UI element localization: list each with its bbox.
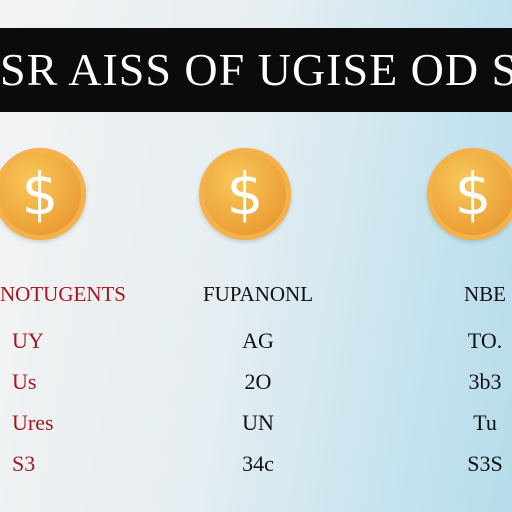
row-text: AG [242,328,274,353]
coin-icon: $ [427,148,512,240]
column: FUPANONL AG 2O UN 34c [173,280,343,484]
row-text: 34c [242,451,274,476]
row-text: S3 [12,451,36,476]
row-list: UY Us Ures S3 [0,320,170,484]
row-text: Tu [473,410,497,435]
column-heading: NBE [464,282,506,306]
column: NOTUGENTS UY Us Ures S3 [0,280,170,484]
column-heading: NOTUGENTS [0,282,126,306]
row-text: 2O [244,369,272,394]
row-list: AG 2O UN 34c [173,320,343,484]
row-text: 3b3 [468,369,502,394]
row-text: Us [12,369,37,394]
title-banner: SR AISS OF UGISE OD SUS [0,28,512,112]
coin-icon: $ [199,148,291,240]
coin-icon: $ [0,148,86,240]
row-text: Ures [12,410,54,435]
column-heading: FUPANONL [202,282,314,306]
row-list: TO. 3b3 Tu S3S [400,320,512,484]
row-text: UY [12,328,44,353]
row-text: TO. [467,328,503,353]
row-text: S3S [467,451,503,476]
row-text: UN [242,410,274,435]
column: NBE TO. 3b3 Tu S3S [400,280,512,484]
